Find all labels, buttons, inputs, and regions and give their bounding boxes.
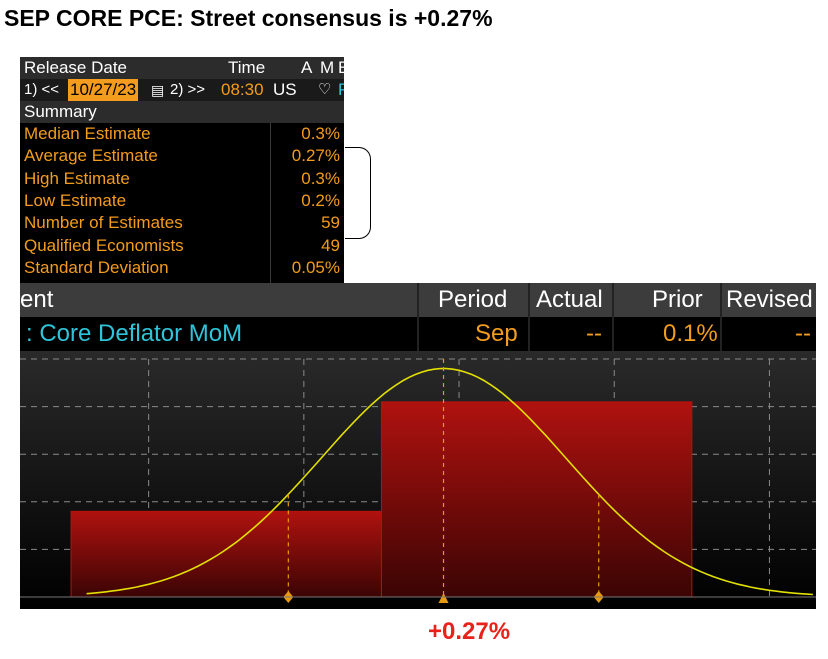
revised-header[interactable]: Revised [726,286,813,313]
column-separator [612,283,614,351]
summary-row-value: 59 [321,213,340,233]
time-header: Time [228,58,266,77]
summary-row: Median Estimate 0.3% [20,123,344,145]
summary-row-value: 0.2% [301,190,340,210]
marker-average-triangle [438,593,449,603]
actual-header[interactable]: Actual [536,286,603,313]
summary-row-label: Number of Estimates [24,213,183,233]
distribution-curve [86,367,813,596]
estimate-distribution-chart [20,351,816,609]
event-panel: ent Period Actual Prior Revised : Core D… [20,283,816,609]
bar-0.3% [380,401,693,598]
bracket-annotation [345,147,371,239]
e-header[interactable]: E [338,58,344,77]
summary-row-value: 0.05% [291,257,340,277]
event-name[interactable]: : Core Deflator MoM [26,320,243,347]
summary-row: High Estimate 0.3% [20,168,344,190]
summary-row-value: 0.3% [301,168,340,188]
column-separator [720,283,722,351]
release-header: Release Date Time A M E [20,57,344,79]
summary-row-label: Low Estimate [24,190,127,210]
release-date-header: Release Date [24,58,128,77]
period-header[interactable]: Period [438,286,508,313]
summary-row-label: Standard Deviation [24,257,169,277]
summary-row: Low Estimate 0.2% [20,190,344,212]
event-header[interactable]: ent [20,286,54,313]
bell-icon[interactable]: ♡ [318,81,332,98]
a-header[interactable]: A [301,58,313,77]
column-separator [417,283,419,351]
period-value: Sep [475,320,518,347]
column-separator [528,283,530,351]
column-divider [270,123,271,283]
page-title: SEP CORE PCE: Street consensus is +0.27% [4,5,493,31]
summary-row-value: 0.3% [301,124,340,143]
summary-row-value: 0.27% [291,146,340,166]
actual-value: -- [586,320,602,347]
region-value[interactable]: US [273,80,297,99]
summary-row-label: High Estimate [24,168,130,188]
summary-panel: Release Date Time A M E 1) << 10/27/23 ▤… [20,57,344,283]
calendar-icon[interactable]: ▤ [151,82,165,98]
summary-row-label: Median Estimate [24,124,151,143]
prior-header[interactable]: Prior [652,286,703,313]
summary-heading: Summary [24,102,97,121]
summary-row-label: Average Estimate [24,146,158,166]
revised-value: -- [795,320,811,347]
bar-0.2% [70,510,382,598]
summary-row: Standard Deviation 0.05% [20,257,344,279]
next-date-button[interactable]: 2) >> [170,81,206,98]
consensus-label: +0.27% [428,618,511,645]
summary-row: Qualified Economists 49 [20,235,344,257]
summary-row: Average Estimate 0.27% [20,145,344,167]
summary-heading-row: Summary [20,101,344,123]
date-field[interactable]: 10/27/23 [68,79,139,101]
extra-value[interactable]: P [338,80,344,99]
summary-row: Number of Estimates 59 [20,212,344,234]
prev-date-button[interactable]: 1) << [24,81,60,98]
prior-value: 0.1% [663,320,718,347]
release-controls: 1) << 10/27/23 ▤ 2) >> 08:30 US ♡ P [20,79,344,101]
summary-row-value: 49 [321,235,340,255]
summary-row-label: Qualified Economists [24,235,184,255]
time-value: 08:30 [221,80,264,99]
m-header[interactable]: M [320,58,335,77]
